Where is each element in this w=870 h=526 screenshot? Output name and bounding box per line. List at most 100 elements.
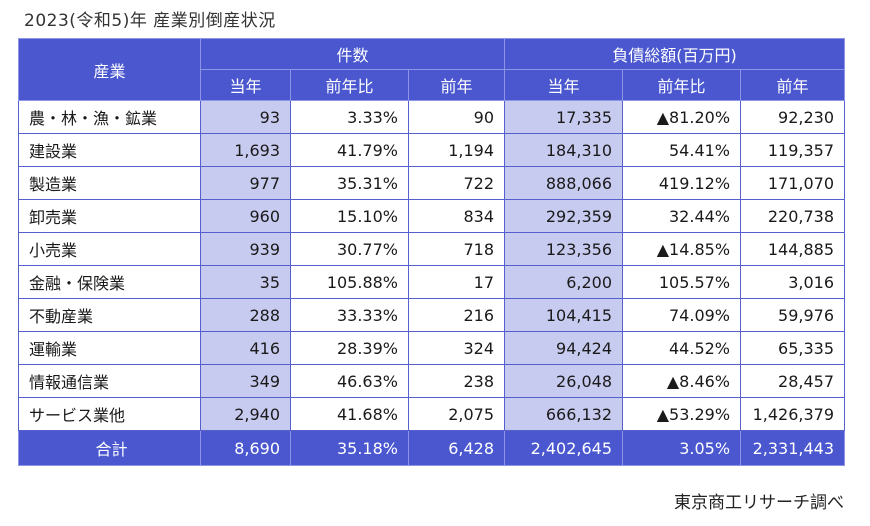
row-count-ratio: 30.77% [290, 232, 409, 266]
row-debt-current: 104,415 [504, 298, 624, 332]
row-debt-current: 6,200 [504, 265, 624, 299]
row-debt-ratio: 105.57% [622, 265, 742, 299]
row-debt-previous: 220,738 [740, 199, 846, 233]
row-count-current: 977 [200, 166, 291, 200]
row-count-current: 349 [200, 364, 291, 398]
table-body: 農・林・漁・鉱業 93 3.33% 90 17,335 ▲81.20% 92,230 建設業 1… [18, 100, 846, 431]
row-industry: サービス業他 [18, 397, 201, 431]
table-row: サービス業他 2,940 41.68% 2,075 666,132 ▲53.29% 1,42… [18, 397, 846, 431]
row-industry: 卸売業 [18, 199, 201, 233]
total-debt-current: 2,402,645 [504, 430, 624, 466]
row-count-current: 1,693 [200, 133, 291, 167]
bankruptcy-table: 産業 件数 負債総額(百万円) 当年 前年比 前年 当年 前年比 前年 農・林・… [18, 38, 846, 466]
row-count-previous: 216 [407, 298, 506, 332]
row-industry: 建設業 [18, 133, 201, 167]
row-debt-current: 94,424 [504, 331, 624, 365]
row-count-previous: 238 [407, 364, 506, 398]
row-debt-ratio: ▲8.46% [622, 364, 742, 398]
table-row: 製造業 977 35.31% 722 888,066 419.12% 171,070 [18, 166, 846, 200]
row-industry: 情報通信業 [18, 364, 201, 398]
row-debt-previous: 1,426,379 [740, 397, 846, 431]
row-count-previous: 2,075 [407, 397, 506, 431]
row-industry: 製造業 [18, 166, 201, 200]
row-count-current: 2,940 [200, 397, 291, 431]
header-count-previous: 前年 [407, 69, 506, 101]
row-count-current: 35 [200, 265, 291, 299]
row-debt-previous: 144,885 [740, 232, 846, 266]
total-count-current: 8,690 [200, 430, 291, 466]
row-count-ratio: 105.88% [290, 265, 409, 299]
row-count-current: 939 [200, 232, 291, 266]
row-debt-ratio: 44.52% [622, 331, 742, 365]
row-count-ratio: 35.31% [290, 166, 409, 200]
row-count-ratio: 28.39% [290, 331, 409, 365]
row-count-previous: 1,194 [407, 133, 506, 167]
row-debt-current: 184,310 [504, 133, 624, 167]
row-debt-ratio: ▲81.20% [622, 100, 742, 134]
row-debt-ratio: 419.12% [622, 166, 742, 200]
table-row: 卸売業 960 15.10% 834 292,359 32.44% 220,738 [18, 199, 846, 233]
row-count-current: 288 [200, 298, 291, 332]
row-count-previous: 17 [407, 265, 506, 299]
row-count-ratio: 41.68% [290, 397, 409, 431]
row-count-ratio: 41.79% [290, 133, 409, 167]
row-debt-previous: 119,357 [740, 133, 846, 167]
table-row: 不動産業 288 33.33% 216 104,415 74.09% 59,976 [18, 298, 846, 332]
header-count-ratio: 前年比 [290, 69, 409, 101]
row-debt-ratio: 74.09% [622, 298, 742, 332]
header-count-current: 当年 [200, 69, 291, 101]
row-industry: 農・林・漁・鉱業 [18, 100, 201, 134]
row-count-ratio: 33.33% [290, 298, 409, 332]
row-debt-current: 123,356 [504, 232, 624, 266]
row-count-previous: 90 [407, 100, 506, 134]
header-debt-group: 負債総額(百万円) [504, 38, 846, 70]
header-debt-current: 当年 [504, 69, 624, 101]
row-count-previous: 718 [407, 232, 506, 266]
bankruptcy-table-container: 産業 件数 負債総額(百万円) 当年 前年比 前年 当年 前年比 前年 農・林・… [18, 38, 846, 466]
row-count-current: 416 [200, 331, 291, 365]
row-count-ratio: 15.10% [290, 199, 409, 233]
row-debt-previous: 92,230 [740, 100, 846, 134]
total-row: 合計 8,690 35.18% 6,428 2,402,645 3.05% 2,… [18, 430, 846, 466]
row-debt-previous: 65,335 [740, 331, 846, 365]
header-debt-ratio: 前年比 [622, 69, 742, 101]
total-debt-previous: 2,331,443 [740, 430, 846, 466]
table-row: 農・林・漁・鉱業 93 3.33% 90 17,335 ▲81.20% 92,230 [18, 100, 846, 134]
row-debt-current: 666,132 [504, 397, 624, 431]
row-count-current: 960 [200, 199, 291, 233]
row-debt-ratio: ▲53.29% [622, 397, 742, 431]
row-debt-current: 888,066 [504, 166, 624, 200]
row-debt-current: 17,335 [504, 100, 624, 134]
total-count-ratio: 35.18% [290, 430, 409, 466]
total-count-previous: 6,428 [407, 430, 506, 466]
row-industry: 小売業 [18, 232, 201, 266]
table-row: 情報通信業 349 46.63% 238 26,048 ▲8.46% 28,457 [18, 364, 846, 398]
table-row: 小売業 939 30.77% 718 123,356 ▲14.85% 144,885 [18, 232, 846, 266]
source-note: 東京商工リサーチ調べ [674, 493, 844, 513]
row-debt-ratio: 32.44% [622, 199, 742, 233]
header-count-group: 件数 [199, 38, 506, 70]
row-count-previous: 834 [407, 199, 506, 233]
row-debt-previous: 3,016 [740, 265, 846, 299]
row-count-previous: 324 [407, 331, 506, 365]
page-title: 2023(令和5)年 産業別倒産状況 [24, 11, 276, 31]
row-industry: 不動産業 [18, 298, 201, 332]
row-debt-previous: 59,976 [740, 298, 846, 332]
row-count-previous: 722 [407, 166, 506, 200]
row-debt-current: 26,048 [504, 364, 624, 398]
row-debt-previous: 28,457 [740, 364, 846, 398]
total-debt-ratio: 3.05% [622, 430, 742, 466]
total-label: 合計 [18, 430, 201, 466]
header-industry: 産業 [18, 38, 201, 101]
row-industry: 運輸業 [18, 331, 201, 365]
row-debt-current: 292,359 [504, 199, 624, 233]
row-count-ratio: 46.63% [290, 364, 409, 398]
row-count-ratio: 3.33% [290, 100, 409, 134]
row-debt-ratio: 54.41% [622, 133, 742, 167]
row-debt-ratio: ▲14.85% [622, 232, 742, 266]
row-count-current: 93 [200, 100, 291, 134]
table-row: 金融・保険業 35 105.88% 17 6,200 105.57% 3,016 [18, 265, 846, 299]
table-row: 運輸業 416 28.39% 324 94,424 44.52% 65,335 [18, 331, 846, 365]
header-debt-previous: 前年 [740, 69, 846, 101]
row-debt-previous: 171,070 [740, 166, 846, 200]
